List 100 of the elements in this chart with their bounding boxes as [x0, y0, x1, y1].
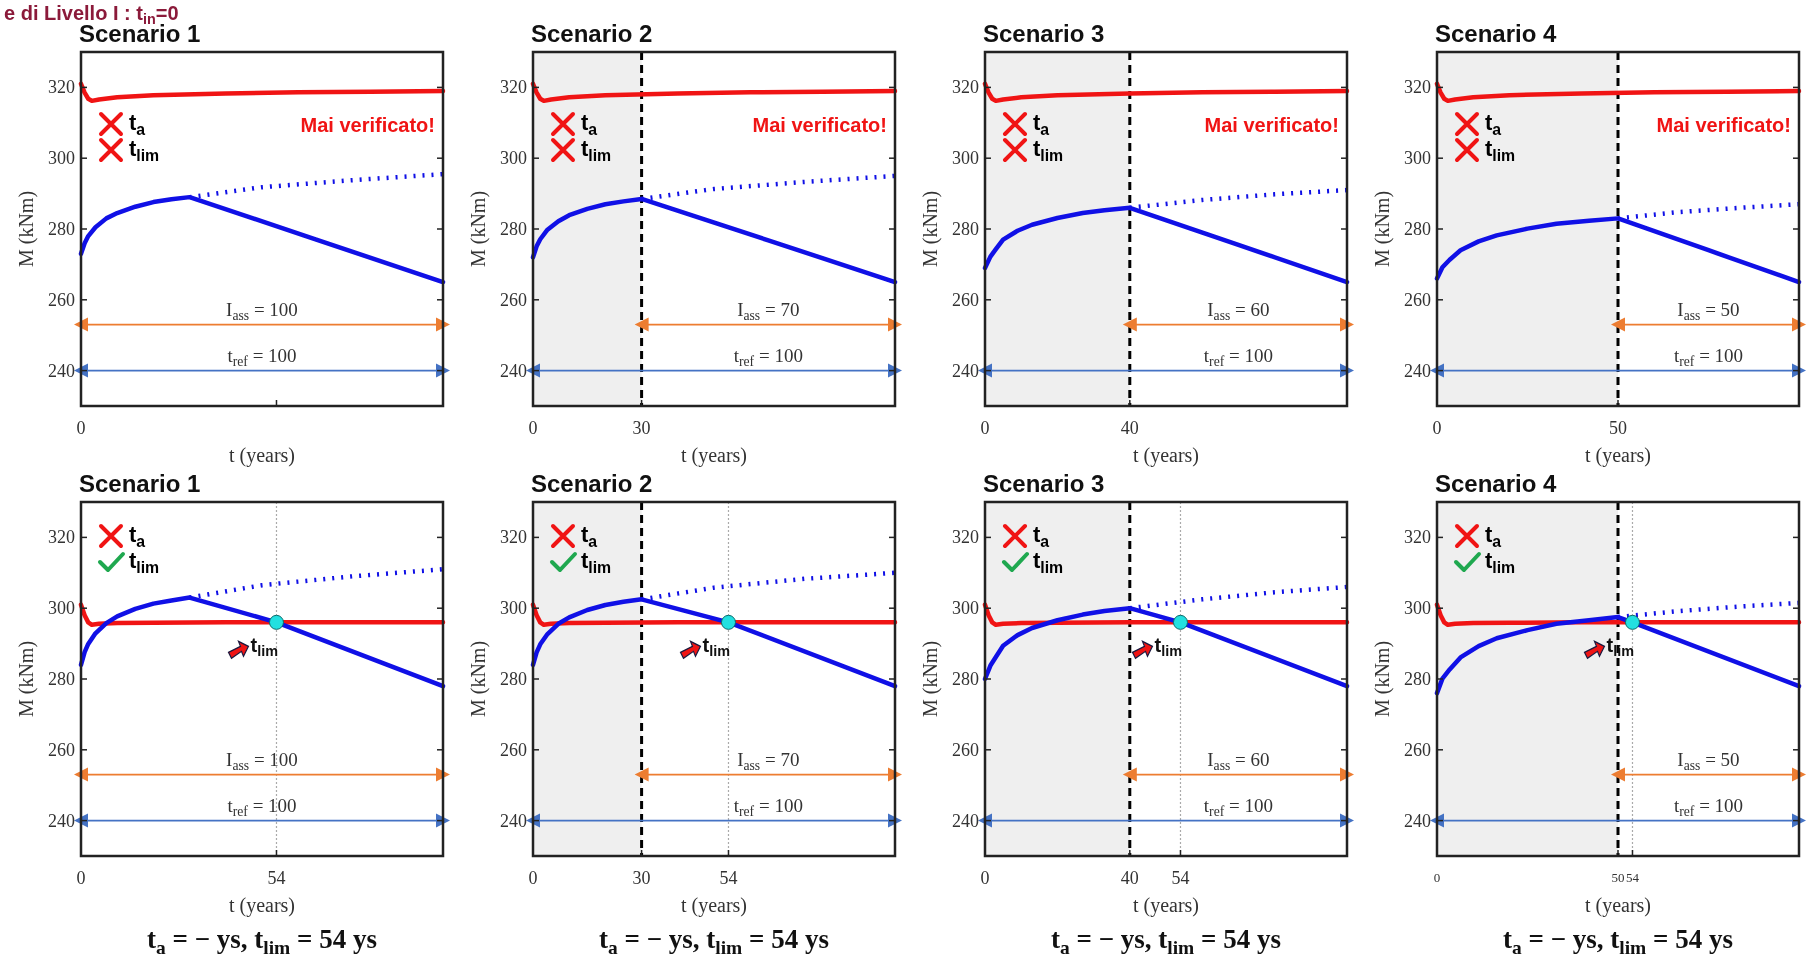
y-tick-label: 260 — [952, 289, 979, 310]
y-tick-label: 300 — [1404, 148, 1431, 169]
annotation: t$_{ref}$ = 100 — [733, 794, 803, 819]
annotation: t$_{ref}$ = 100 — [1203, 344, 1273, 369]
y-axis-title: M (kNm) — [1371, 640, 1394, 718]
y-tick-label: 260 — [1404, 739, 1431, 760]
y-tick-label: 240 — [1404, 810, 1431, 831]
annotation: t$_{a}$ — [129, 110, 146, 138]
chart-title: Scenario 3 — [983, 470, 1105, 497]
y-tick-label: 280 — [1404, 219, 1431, 239]
x-tick-label: 50 — [1609, 417, 1627, 438]
annotation: t$_{a}$ — [1033, 110, 1050, 138]
y-axis-title: M (kNm) — [919, 190, 942, 268]
x-tick-label: 0 — [528, 417, 538, 438]
y-tick-label: 320 — [1404, 77, 1431, 98]
y-axis-title: M (kNm) — [467, 640, 490, 718]
line-series — [1434, 81, 1802, 104]
annotation: I$_{ass}$ = 60 — [1207, 748, 1270, 773]
annotation: t$_{lim}$ — [702, 634, 730, 660]
annotation: t$_{lim}$ — [1485, 548, 1516, 576]
annotation: t$_{ref}$ = 100 — [1673, 794, 1744, 819]
annotation: Mai verificato! — [300, 114, 435, 136]
line-series — [982, 81, 1350, 104]
annotation: t$_{lim}$ — [1033, 548, 1064, 576]
y-tick-label: 300 — [48, 148, 75, 169]
text: t$_{a}$ = − ys, t$_{lim}$ = 54 ys — [599, 924, 829, 958]
y-tick-label: 240 — [952, 360, 979, 381]
annotation: t$_{lim}$ — [581, 136, 612, 164]
y-tick-label: 320 — [952, 527, 979, 548]
annotation: Mai verificato! — [1204, 114, 1339, 136]
annotation: t$_{a}$ — [129, 522, 146, 550]
annotation: t$_{lim}$ — [250, 634, 278, 660]
annotation: t$_{lim}$ — [1033, 136, 1064, 164]
annotation: t$_{lim}$ — [129, 548, 160, 576]
y-tick-label: 240 — [500, 360, 527, 381]
y-tick-label: 300 — [952, 598, 979, 619]
annotation: t$_{ref}$ = 100 — [1673, 344, 1744, 369]
y-tick-label: 280 — [500, 669, 527, 689]
chart-title: Scenario 4 — [1435, 20, 1558, 47]
annotation: t$_{lim}$ — [129, 136, 160, 164]
x-tick-label: 30 — [632, 417, 651, 438]
y-tick-label: 240 — [1404, 360, 1431, 381]
y-tick-label: 240 — [500, 810, 527, 831]
annotation: t$_{ref}$ = 100 — [1203, 794, 1273, 819]
annotation: Mai verificato! — [752, 114, 887, 136]
y-axis-title: M (kNm) — [15, 640, 38, 718]
annotation: t$_{ref}$ = 100 — [733, 344, 803, 369]
x-tick-label: 40 — [1120, 867, 1139, 888]
y-tick-label: 240 — [952, 810, 979, 831]
annotation: t$_{a}$ — [1033, 522, 1050, 550]
annotation: t$_{lim}$ — [1154, 634, 1182, 660]
line-series — [982, 602, 1350, 628]
x-axis-title: t (years) — [680, 444, 748, 467]
x-tick-label: 54 — [1171, 867, 1190, 888]
y-tick-label: 320 — [500, 77, 527, 98]
y-tick-label: 280 — [952, 219, 979, 239]
y-tick-label: 280 — [1404, 669, 1431, 689]
line-series — [530, 602, 898, 628]
annotation: I$_{ass}$ = 100 — [226, 748, 298, 773]
annotation: t$_{a}$ — [1485, 110, 1502, 138]
line-series — [78, 602, 446, 628]
annotation: t$_{ref}$ = 100 — [227, 344, 297, 369]
point — [1624, 614, 1640, 630]
y-tick-label: 260 — [1404, 289, 1431, 310]
x-axis-title: t (years) — [1584, 444, 1652, 467]
x-axis-title: t (years) — [228, 894, 296, 917]
chart-title: Scenario 4 — [1435, 470, 1558, 497]
line-series — [530, 81, 898, 104]
x-tick-label: 54 — [719, 867, 738, 888]
y-tick-label: 280 — [500, 219, 527, 239]
x-axis-title: t (years) — [1132, 444, 1200, 467]
y-axis-title: M (kNm) — [467, 190, 490, 268]
annotation: I$_{ass}$ = 100 — [226, 298, 298, 323]
y-tick-label: 300 — [500, 148, 527, 169]
y-tick-label: 320 — [48, 77, 75, 98]
annotation: I$_{ass}$ = 50 — [1677, 748, 1740, 773]
x-axis-title: t (years) — [680, 894, 748, 917]
annotation: t$_{lim}$ — [1485, 136, 1516, 164]
y-tick-label: 300 — [952, 148, 979, 169]
y-axis-title: M (kNm) — [1371, 190, 1394, 268]
x-tick-label: 0 — [76, 867, 86, 888]
y-tick-label: 320 — [952, 77, 979, 98]
y-tick-label: 240 — [48, 810, 75, 831]
annotation: t$_{lim}$ — [1606, 634, 1634, 660]
point — [720, 614, 736, 630]
x-axis-title: t (years) — [1584, 894, 1652, 917]
point — [268, 614, 284, 630]
x-tick-label: 0 — [528, 867, 538, 888]
y-tick-label: 320 — [500, 527, 527, 548]
x-tick-label: 54 — [267, 867, 286, 888]
y-tick-label: 260 — [48, 739, 75, 760]
annotation: I$_{ass}$ = 50 — [1677, 298, 1740, 323]
chart-title: Scenario 2 — [531, 470, 653, 497]
text: t$_{a}$ = − ys, t$_{lim}$ = 54 ys — [147, 924, 377, 958]
line-series — [1434, 602, 1802, 628]
y-tick-label: 260 — [952, 739, 979, 760]
x-tick-label: 0 — [980, 417, 990, 438]
y-tick-label: 320 — [48, 527, 75, 548]
y-tick-label: 280 — [48, 219, 75, 239]
y-tick-label: 240 — [48, 360, 75, 381]
